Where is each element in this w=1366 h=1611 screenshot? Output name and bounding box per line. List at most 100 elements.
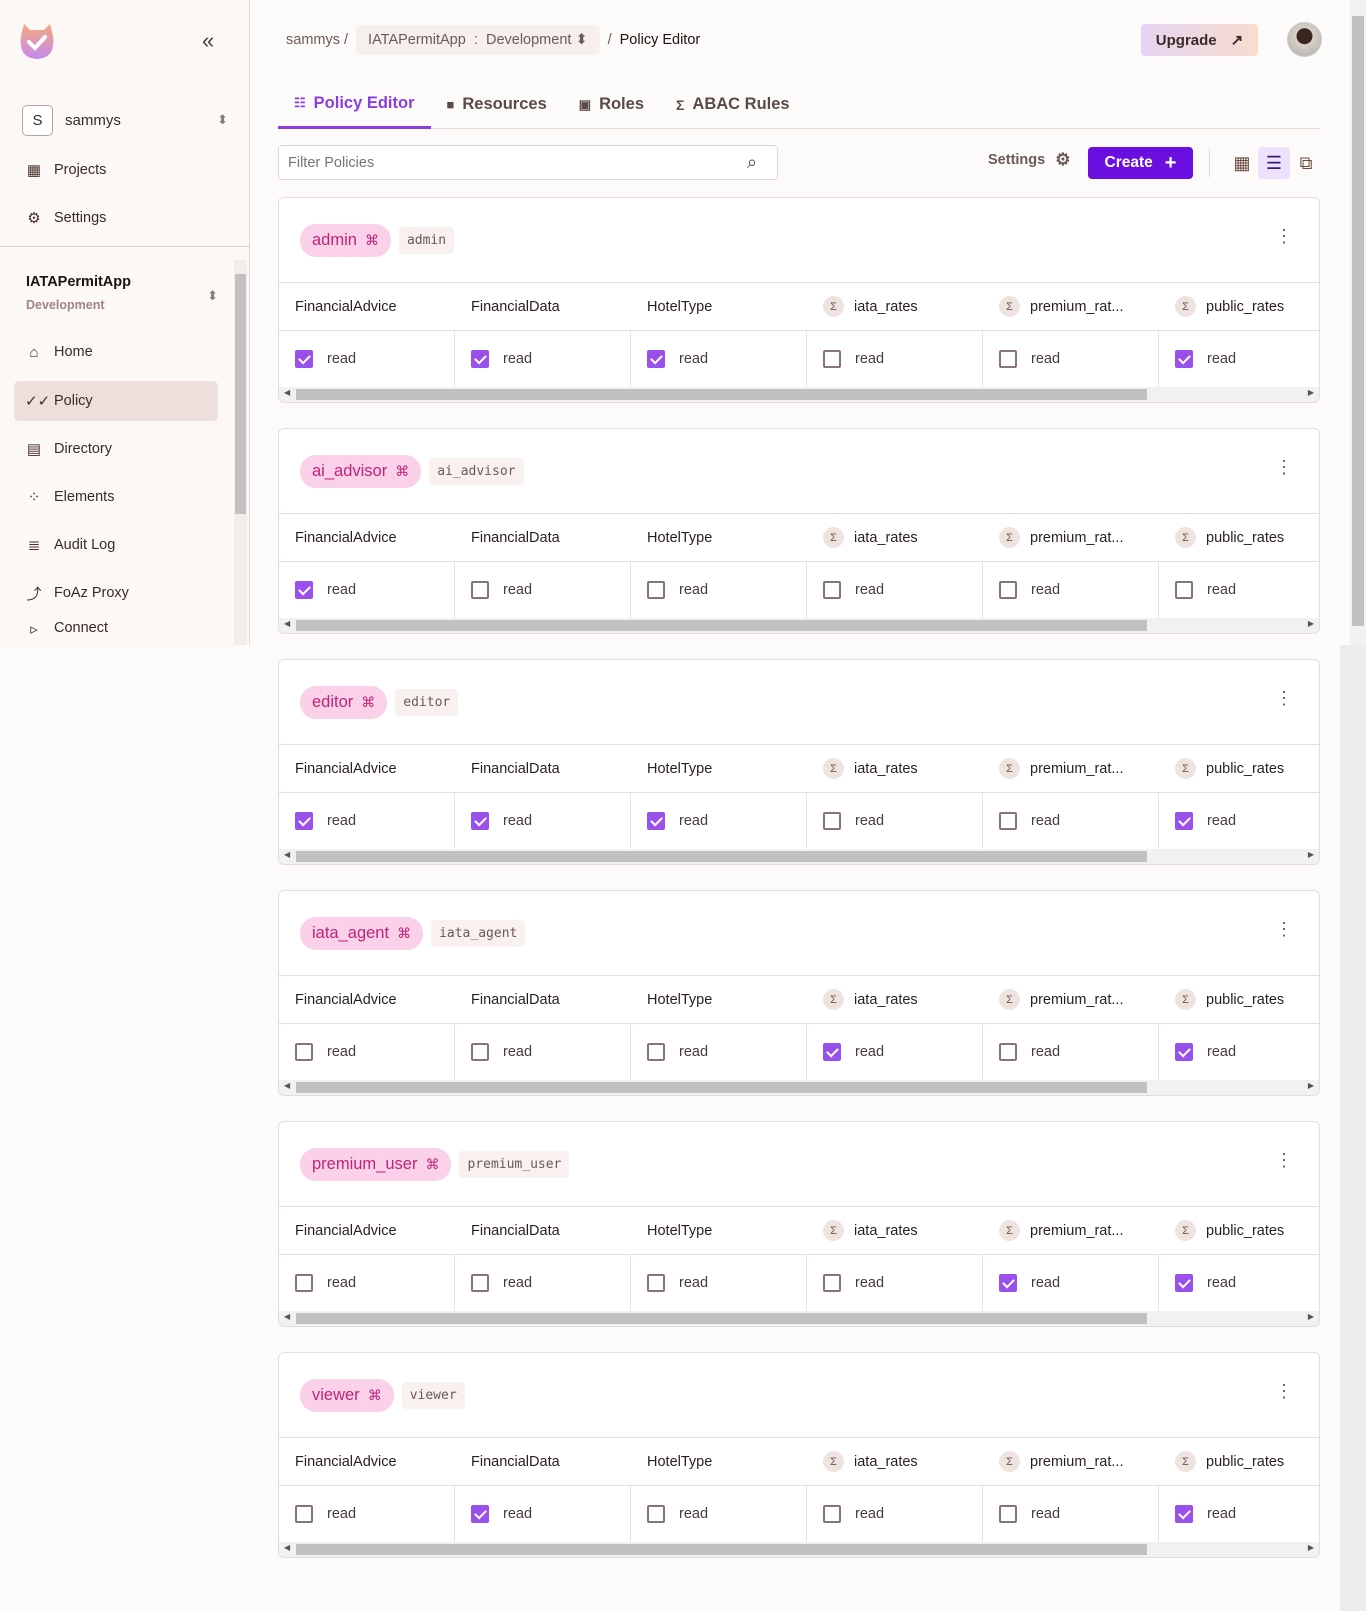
sidebar-item-foaz-proxy[interactable]: ⤴ FoAz Proxy [14,573,218,613]
action-label: read [327,813,357,829]
role-name-badge[interactable]: admin ⌘ [300,223,391,257]
permission-checkbox[interactable] [1175,581,1193,599]
permission-checkbox[interactable] [823,350,841,368]
sidebar-item-audit-log[interactable]: ≣ Audit Log [14,525,218,565]
role-name-badge[interactable]: ai_advisor ⌘ [300,454,422,488]
permission-checkbox[interactable] [1175,812,1193,830]
tab-policy-editor[interactable]: ☷ Policy Editor [278,80,431,129]
horizontal-scrollbar[interactable]: ◀ ▶ [279,849,1319,864]
sigma-icon: Σ [823,1220,844,1241]
tab-roles[interactable]: ▣ Roles [578,95,644,113]
create-button[interactable]: Create + [1088,147,1193,179]
permission-checkbox[interactable] [1175,1043,1193,1061]
sidebar-item-home[interactable]: ⌂ Home [14,332,218,372]
resource-column-header: FinancialData [471,529,560,546]
policy-editor-icon: ☷ [294,95,306,110]
sidebar-item-connect[interactable]: ▹ Connect [14,620,218,645]
more-options-icon[interactable]: ⋮ [1275,1150,1293,1170]
sidebar-item-directory[interactable]: ▤ Directory [14,429,218,469]
permission-checkbox[interactable] [295,350,313,368]
graph-view-icon[interactable]: ⧉ [1299,152,1313,173]
permission-cell: read [983,1255,1159,1311]
app-switcher[interactable]: IATAPermitApp Development ⬍ [26,274,226,312]
command-icon: ⌘ [397,924,412,941]
resource-column-header: HotelType [647,298,713,315]
horizontal-scrollbar[interactable]: ◀ ▶ [279,1311,1319,1326]
permission-checkbox[interactable] [999,812,1017,830]
permission-checkbox[interactable] [295,1043,313,1061]
permission-cell: read [279,1486,455,1542]
permission-checkbox[interactable] [295,1274,313,1292]
more-options-icon[interactable]: ⋮ [1275,457,1293,477]
horizontal-scrollbar[interactable]: ◀ ▶ [279,387,1319,402]
upgrade-button[interactable]: Upgrade ↗ [1141,24,1258,56]
role-name-badge[interactable]: iata_agent ⌘ [300,916,424,950]
sidebar-item-projects[interactable]: ▦ Projects [14,150,218,190]
arrow-up-right-icon: ↗ [1230,32,1244,49]
permission-checkbox[interactable] [471,350,489,368]
more-options-icon[interactable]: ⋮ [1275,226,1293,246]
user-avatar[interactable] [1287,22,1322,57]
permission-checkbox[interactable] [823,581,841,599]
permission-checkbox[interactable] [999,1043,1017,1061]
permission-checkbox[interactable] [1175,1505,1193,1523]
role-name-badge[interactable]: viewer ⌘ [300,1378,394,1412]
permission-checkbox[interactable] [647,581,665,599]
page-scrollbar[interactable] [1350,0,1366,645]
more-options-icon[interactable]: ⋮ [1275,919,1293,939]
permission-checkbox[interactable] [999,1505,1017,1523]
more-options-icon[interactable]: ⋮ [1275,688,1293,708]
tabs: ☷ Policy Editor ■ Resources ▣ Roles Σ ABAC R… [278,80,1320,129]
filter-policies-input[interactable] [288,154,747,171]
sidebar-item-elements[interactable]: ⁘ Elements [14,477,218,517]
permission-checkbox[interactable] [471,1505,489,1523]
permission-checkbox[interactable] [471,1043,489,1061]
permission-cell: read [1159,1486,1319,1542]
table-view-icon[interactable]: ▦ [1233,152,1251,173]
permission-checkbox[interactable] [823,1274,841,1292]
permission-cell: read [983,1024,1159,1080]
permission-checkbox[interactable] [471,1274,489,1292]
permission-checkbox[interactable] [295,581,313,599]
tab-resources[interactable]: ■ Resources [446,95,547,113]
permission-checkbox[interactable] [1175,1274,1193,1292]
permission-checkbox[interactable] [823,1505,841,1523]
sidebar-item-settings[interactable]: ⚙ Settings [14,198,218,238]
sidebar-item-policy[interactable]: ✓✓ Policy [14,381,218,421]
permission-checkbox[interactable] [999,581,1017,599]
permission-checkbox[interactable] [295,812,313,830]
settings-button[interactable]: Settings ⚙ [988,150,1071,169]
permission-checkbox[interactable] [647,350,665,368]
command-icon: ⌘ [361,693,376,710]
tab-abac-rules[interactable]: Σ ABAC Rules [676,95,790,113]
permission-checkbox[interactable] [647,1043,665,1061]
org-switcher[interactable]: S sammys ⬍ [22,104,228,136]
horizontal-scrollbar[interactable]: ◀ ▶ [279,1080,1319,1095]
permission-checkbox[interactable] [647,1505,665,1523]
crumb-org[interactable]: sammys [286,32,340,48]
breadcrumb: sammys / IATAPermitApp : Development ⬍ /… [286,24,700,56]
permission-checkbox[interactable] [647,812,665,830]
home-icon: ⌂ [29,343,39,361]
permission-checkbox[interactable] [823,812,841,830]
permission-checkbox[interactable] [999,1274,1017,1292]
horizontal-scrollbar[interactable]: ◀ ▶ [279,618,1319,633]
more-options-icon[interactable]: ⋮ [1275,1381,1293,1401]
app-env-selector[interactable]: IATAPermitApp : Development ⬍ [356,25,600,55]
permission-checkbox[interactable] [1175,350,1193,368]
search-icon[interactable]: ⌕ [747,152,758,172]
role-name-badge[interactable]: premium_user ⌘ [300,1147,452,1181]
permission-checkbox[interactable] [647,1274,665,1292]
role-name-badge[interactable]: editor ⌘ [300,685,388,719]
sigma-icon: Σ [823,989,844,1010]
sigma-icon: Σ [1175,1220,1196,1241]
list-view-icon[interactable]: ☰ [1258,147,1290,179]
collapse-sidebar-icon[interactable]: « [202,28,215,53]
permission-checkbox[interactable] [999,350,1017,368]
permission-checkbox[interactable] [295,1505,313,1523]
sidebar-scrollbar[interactable] [234,260,247,645]
horizontal-scrollbar[interactable]: ◀ ▶ [279,1542,1319,1557]
permission-checkbox[interactable] [471,812,489,830]
permission-checkbox[interactable] [823,1043,841,1061]
permission-checkbox[interactable] [471,581,489,599]
